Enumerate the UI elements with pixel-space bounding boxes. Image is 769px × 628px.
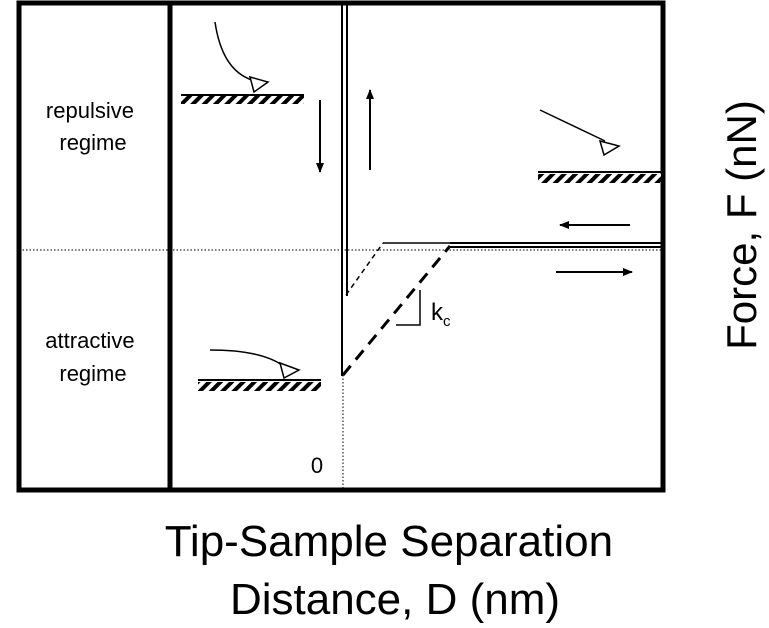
cantilever (539, 109, 621, 157)
sample-surface (538, 171, 661, 183)
origin-label: 0 (311, 453, 323, 478)
cantilever (214, 21, 270, 94)
title-line: Distance, D (nm) (230, 575, 560, 624)
cantilever (209, 349, 301, 380)
stiffness-label: kc (431, 299, 451, 330)
attractive-label: attractive regime (45, 328, 140, 386)
label-line: attractive (45, 328, 134, 353)
slope-triangle (396, 290, 421, 326)
label-line: regime (59, 130, 126, 155)
label-line: repulsive (46, 98, 134, 123)
x-axis-title: Tip-Sample Separation Distance, D (nm) (165, 517, 626, 624)
repulsive-label: repulsive regime (46, 98, 140, 155)
stiffness-k: k (431, 299, 444, 326)
pull-off-slope (345, 242, 384, 296)
title-line: Tip-Sample Separation (165, 517, 613, 566)
sample-surface (181, 94, 304, 104)
stiffness-sub: c (443, 313, 451, 330)
label-line: regime (59, 361, 126, 386)
sample-surface (198, 379, 321, 391)
snap-in-slope (341, 245, 452, 376)
y-axis-title: Force, F (nN) (718, 100, 765, 350)
